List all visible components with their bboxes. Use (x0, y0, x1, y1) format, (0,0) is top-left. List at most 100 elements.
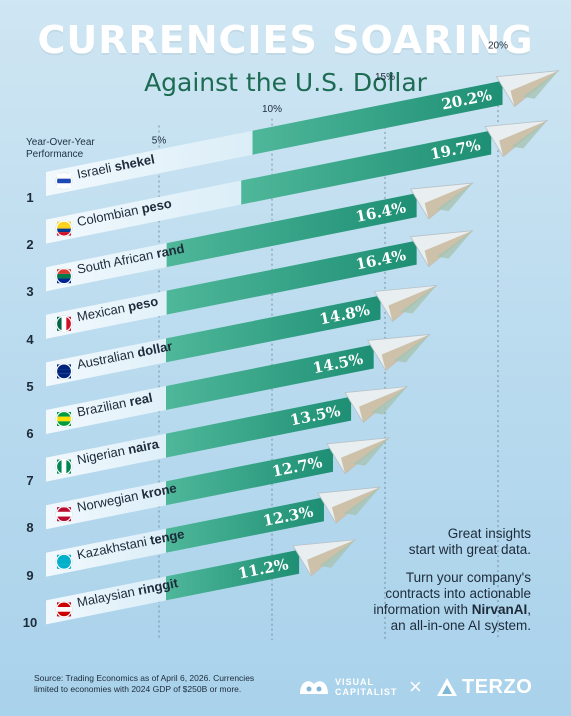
flag-stripe (66, 316, 71, 331)
paper-plane-wing (343, 487, 380, 516)
flag-stripe (57, 511, 71, 517)
flag-ring (55, 410, 73, 428)
side-note-line5: information with NirvanAI, (373, 602, 531, 618)
side-note-line1: Great insights (447, 526, 531, 541)
flag-stripe (57, 369, 71, 374)
rank-number: 6 (26, 426, 34, 441)
rank-number: 9 (26, 567, 34, 583)
flag-stripe (57, 228, 71, 233)
bar (241, 130, 492, 205)
visual-capitalist-logo: VISUAL CAPITALIST (298, 672, 397, 702)
flag-stripe (57, 364, 71, 370)
terzo-logo: TERZO (436, 672, 532, 702)
flag-ring (55, 172, 73, 190)
bar (166, 344, 374, 410)
side-note-line2: start with great data. (408, 542, 531, 557)
flag-stripe (57, 416, 71, 422)
flag-stripe (57, 316, 62, 331)
flag-stripe (57, 607, 71, 612)
bar (166, 549, 300, 601)
flag-stripe (57, 273, 71, 279)
flag-stripe (57, 183, 71, 188)
flag-stripe (57, 232, 71, 236)
paper-plane-wing (353, 437, 390, 466)
side-note-bottom: Turn your company's contracts into actio… (373, 570, 531, 634)
flag-stripe (57, 221, 71, 226)
side-note-line4: contracts into actionable (385, 586, 531, 601)
tick-label: 10% (262, 104, 282, 115)
flag-stripe (57, 421, 71, 426)
flag-stripe (66, 459, 71, 474)
visual-capitalist-icon (300, 681, 328, 694)
bar (252, 80, 503, 155)
side-note-line5-suffix: , (527, 602, 531, 617)
tick-label: 15% (375, 72, 395, 83)
tick-label: 20% (488, 41, 508, 52)
rank-number: 10 (22, 614, 38, 630)
bar (166, 193, 417, 268)
flag-stripe (57, 269, 71, 274)
bar (166, 497, 324, 553)
paper-plane-wing (400, 285, 437, 314)
source-line1: Source: Trading Economics as of April 6,… (34, 673, 255, 683)
paper-plane-wing (371, 386, 408, 415)
side-note-line6: an all-in-one AI system. (390, 618, 531, 633)
flag-stripe (61, 459, 67, 474)
paper-plane-wing (319, 539, 356, 568)
flag-ring (55, 315, 73, 332)
side-note-brand: NirvanAI (471, 602, 528, 617)
y-axis-label-line2: Performance (26, 149, 84, 160)
brand1-line1: VISUAL (335, 677, 375, 687)
flag-ring (55, 268, 73, 285)
flag-stripe (57, 278, 71, 284)
rank-number: 3 (26, 284, 34, 300)
flag-stripe (57, 373, 71, 379)
rank-number: 1 (26, 190, 34, 205)
y-axis-label-line1: Year-Over-Year (26, 137, 95, 148)
flag-stripe (57, 554, 71, 560)
rank-number: 7 (26, 473, 34, 489)
side-note-line5-prefix: information with (373, 602, 472, 617)
bar (166, 396, 352, 458)
brand-separator: × (409, 674, 422, 699)
flag-stripe (57, 412, 71, 417)
bar (166, 240, 417, 315)
flag-stripe (57, 516, 71, 522)
flag-stripe (57, 507, 71, 512)
brand2: TERZO (462, 675, 533, 698)
paper-plane-wing (522, 70, 559, 99)
rank-number: 5 (26, 378, 34, 394)
flag-ring (55, 363, 73, 380)
y-axis-label: Year-Over-Year Performance (26, 137, 126, 161)
flag-ring (55, 553, 73, 570)
tick-label: 5% (152, 135, 167, 146)
paper-plane-wing (393, 334, 430, 363)
flag-stripe (57, 564, 71, 569)
flag-stripe (57, 178, 71, 184)
brand1-line2: CAPITALIST (335, 687, 398, 697)
flag-stripe (57, 225, 71, 229)
source-note: Source: Trading Economics as of April 6,… (34, 673, 304, 695)
flag-stripe (57, 611, 71, 617)
flag-stripe (57, 174, 71, 179)
flag-ring (55, 220, 73, 237)
source-line2: limited to economies with 2024 GDP of $2… (34, 684, 242, 694)
bar (166, 295, 381, 363)
flag-stripe (57, 602, 71, 608)
page-subtitle: Against the U.S. Dollar (144, 68, 427, 97)
side-note-top: Great insights start with great data. (409, 526, 531, 558)
flag-ring (55, 506, 73, 523)
flag-stripe (57, 559, 71, 565)
page-title: CURRENCIES SOARING (37, 18, 534, 62)
paper-plane-wing (436, 230, 473, 259)
flag-stripe (61, 316, 67, 331)
